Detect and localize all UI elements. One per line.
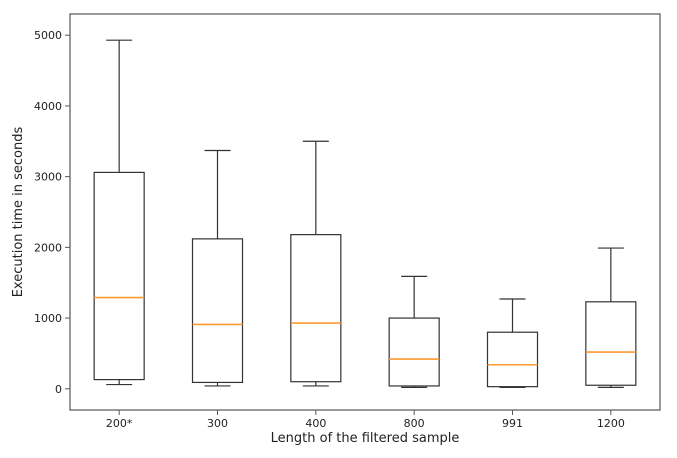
- x-tick-label: 300: [207, 417, 228, 430]
- y-axis: 0 1000 2000 3000 4000 5000: [34, 29, 70, 396]
- iqr-box: [388, 317, 440, 387]
- x-tick-label: 991: [502, 417, 523, 430]
- y-tick-label: 5000: [34, 29, 62, 42]
- plot-frame: [69, 13, 661, 411]
- box-1200: [585, 247, 637, 388]
- box-400: [290, 140, 342, 387]
- box-991: [486, 298, 539, 388]
- x-tick-label: 400: [305, 417, 326, 430]
- y-tick-label: 2000: [34, 241, 62, 254]
- x-tick-label: 800: [404, 417, 425, 430]
- box-800: [388, 275, 440, 388]
- iqr-box: [191, 238, 244, 384]
- iqr-box: [93, 171, 145, 381]
- iqr-box: [290, 234, 342, 383]
- iqr-box: [585, 301, 637, 386]
- box-300: [191, 149, 244, 387]
- y-tick-label: 0: [55, 383, 62, 396]
- x-axis: 200* 300 400 800 991 1200: [106, 410, 625, 430]
- y-tick-label: 4000: [34, 100, 62, 113]
- iqr-box: [486, 331, 539, 388]
- x-axis-label: Length of the filtered sample: [271, 431, 460, 446]
- y-axis-label: Execution time in seconds: [11, 127, 26, 298]
- x-tick-label: 1200: [597, 417, 625, 430]
- y-tick-label: 3000: [34, 171, 62, 184]
- box-200*: [93, 39, 145, 386]
- x-tick-label: 200*: [106, 417, 133, 430]
- y-tick-label: 1000: [34, 312, 62, 325]
- boxes-group: [93, 39, 637, 388]
